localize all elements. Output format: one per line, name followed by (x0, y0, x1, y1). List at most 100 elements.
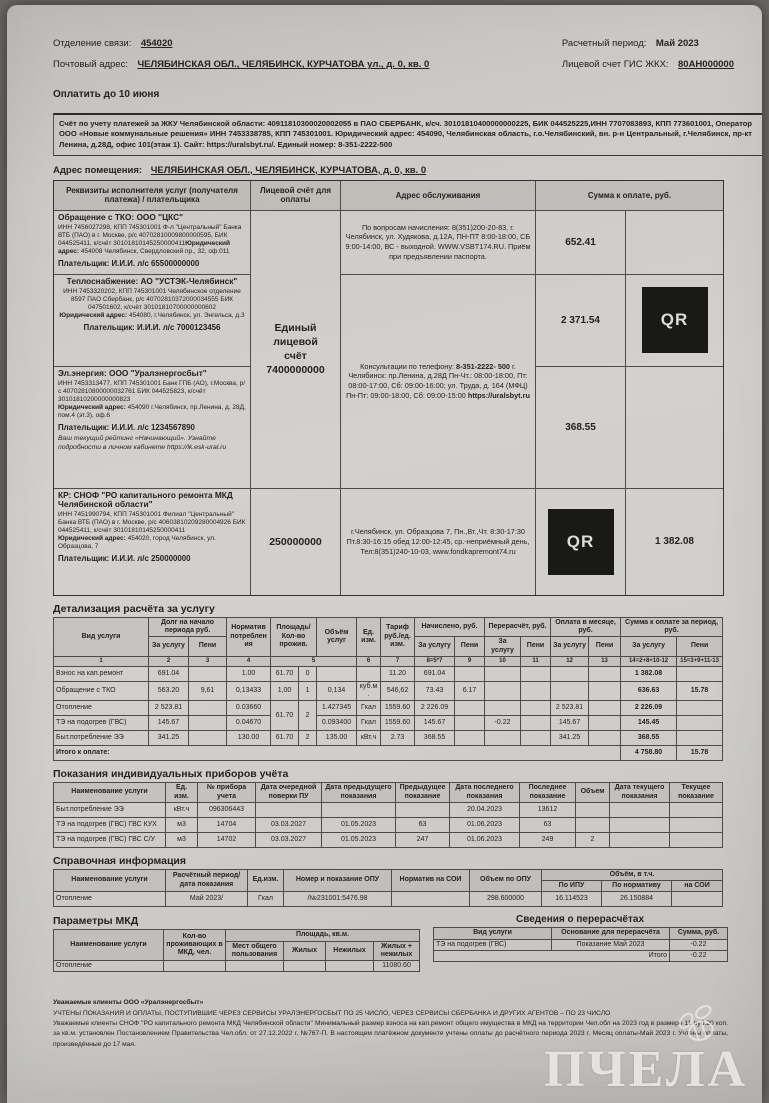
cell: 61.70 (270, 665, 300, 682)
consultation-text: г. Челябинск: пр.Ленина, д.28Д Пн-Чт.: 0… (346, 361, 528, 401)
qr-cell-main: QR (626, 275, 723, 367)
cell: 01.05.2023 (321, 831, 396, 848)
cell: 135.00 (316, 730, 358, 747)
dh-area: Площадь/ Кол-во прожив. (270, 616, 318, 657)
dh-num: 12 (550, 655, 590, 667)
cell: 2 523.81 (148, 700, 189, 717)
cell: 691.04 (148, 665, 189, 682)
kh-area-group: Площадь, кв.м. (225, 929, 420, 942)
dh-sub: За услугу (414, 636, 456, 657)
cell: 11080.60 (373, 960, 420, 973)
cell (187, 730, 228, 747)
provider-electric-requisites: ИНН 7453313477, КПП 745301001 Банк ГПБ (… (58, 379, 246, 403)
cell: ТЭ на подогрев (ГВС) ГВС С/У (53, 831, 166, 848)
cell (550, 680, 590, 702)
provider-capremont-details: ИНН 7451990794, КПП 745301001 Филиал "Це… (58, 511, 246, 551)
cell: Быт.потребление ЭЭ (53, 801, 166, 818)
cell: Взнос на кап.ремонт (53, 665, 149, 682)
cell: 0,13433 (226, 680, 272, 702)
meters-table: Наименование услуги Ед. изм. № прибора у… (53, 782, 723, 848)
footer-line-1: Уважаемые клиенты ООО «Уралэнергосбыт» (53, 999, 204, 1007)
cell (575, 801, 610, 818)
detail-row: Отопление 2 523.81 0.03660 61.70 2 1.427… (53, 700, 724, 732)
cell (225, 960, 284, 973)
cell: 368.55 (414, 730, 456, 747)
cell: 9,61 (187, 680, 228, 702)
cell: 1,00 (270, 680, 300, 702)
recalc-total-label: Итого (433, 949, 670, 963)
cell (609, 831, 670, 848)
rh-soi-norm: Норматив на СОИ (391, 868, 470, 893)
provider-heat-requisites: ИНН 7453320202, КПП 745301001 Челябинско… (63, 287, 241, 311)
cell: Быт.потребление ЭЭ (53, 730, 149, 747)
recalc-title: Сведения о перерасчётах (515, 914, 645, 926)
kh-living: Жилых (283, 940, 326, 962)
mh: № прибора учета (197, 782, 256, 803)
cell: 15.78 (676, 680, 724, 702)
provider-electric: Эл.энергия: ООО "Уралэнергосбыт" ИНН 745… (54, 366, 251, 489)
cell (669, 816, 723, 833)
cell (163, 960, 226, 973)
cell: 145.67 (148, 715, 189, 732)
cell: 563.20 (148, 680, 189, 702)
mh: Объем (575, 782, 610, 803)
premises-label: Адрес помещения: (53, 164, 143, 176)
header-left: Отделение связи: 454020 Почтовый адрес: … (53, 33, 429, 75)
cell (484, 730, 522, 747)
cell (676, 730, 724, 747)
dh-sub: Пени (520, 636, 552, 657)
cell (316, 665, 358, 682)
qr-cell-capremont: QR (536, 488, 626, 595)
cell: Отопление (53, 960, 164, 973)
cell: 0.04670 (226, 715, 272, 732)
cell: 145.67 (414, 715, 456, 732)
col-header-service-address: Адрес обслуживания (341, 180, 536, 211)
cell: 1559.60 (380, 715, 416, 732)
dh-tariff: Тариф руб./ед. изм. (380, 616, 416, 657)
cell: 096306443 (197, 801, 256, 818)
provider-tko-title: Обращение с ТКО: ООО "ЦКС" (58, 211, 184, 222)
cell: 341.25 (148, 730, 189, 747)
cell (520, 730, 552, 747)
mkd-title: Параметры МКД (53, 915, 139, 928)
bill-header: Отделение связи: 454020 Почтовый адрес: … (53, 33, 734, 75)
premises-value: ЧЕЛЯБИНСКАЯ ОБЛ., ЧЕЛЯБИНСК, КУРЧАТОВА, … (150, 164, 427, 176)
cell: ТЭ на подогрев (ГВС) (433, 938, 552, 951)
meter-row: ТЭ на подогрев (ГВС) ГВС С/У м3 14702 03… (53, 831, 723, 848)
kh-service: Наименование услуги (53, 929, 164, 962)
provider-heat-details: ИНН 7453320202, КПП 745301001 Челябинско… (58, 288, 246, 320)
recalc-total-value: -0.22 (669, 949, 728, 963)
detail-row: Быт.потребление ЭЭ 341.25 130.00 61.70 2… (53, 730, 724, 747)
header-right: Расчетный период: Май 2023 Лицевой счет … (562, 33, 734, 75)
premises-address: Адрес помещения: ЧЕЛЯБИНСКАЯ ОБЛ., ЧЕЛЯБ… (53, 165, 734, 176)
cell (588, 680, 622, 702)
cell (283, 960, 326, 973)
cell (484, 665, 522, 682)
provider-tko: Обращение с ТКО: ООО "ЦКС" ИНН 745602729… (54, 210, 251, 275)
dh-num: 1 (53, 655, 149, 667)
provider-electric-title: Эл.энергия: ООО "Уралэнергосбыт" (58, 367, 207, 378)
kh-residents: Кол-во проживающих в МКД, чел. (163, 929, 226, 962)
qr-code-capremont: QR (547, 508, 614, 575)
cell (669, 801, 723, 818)
cell: 01.06.2023 (449, 816, 520, 833)
bank-requisites: Счёт по учету платежей за ЖКУ Челябинско… (53, 113, 762, 156)
cell: 0.093400 (316, 715, 358, 732)
footer-notes: Уважаемые клиенты ООО «Уралэнергосбыт» У… (53, 998, 734, 1050)
rh-service: Наименование услуги (53, 868, 166, 893)
cell: 2 523.81 (550, 700, 590, 717)
mkd-row: Отопление 11080.60 (53, 960, 420, 973)
cell: 1559.60 (380, 700, 416, 717)
cell (588, 700, 622, 717)
cell (670, 891, 724, 908)
rh-period: Расчётный период/ дата показания (165, 868, 248, 893)
cell: кВт.ч (356, 730, 382, 747)
provider-heat-title: Теплоснабжение: АО "УСТЭК-Челябинск" (66, 275, 238, 286)
dh-num: 2 (148, 655, 189, 667)
cell: 145.45 (620, 715, 678, 732)
cell (187, 700, 228, 717)
reference-title: Справочная информация (53, 854, 187, 867)
cell (550, 665, 590, 682)
dh-num: 5 (270, 655, 358, 667)
cell: 26.150884 (601, 891, 672, 908)
